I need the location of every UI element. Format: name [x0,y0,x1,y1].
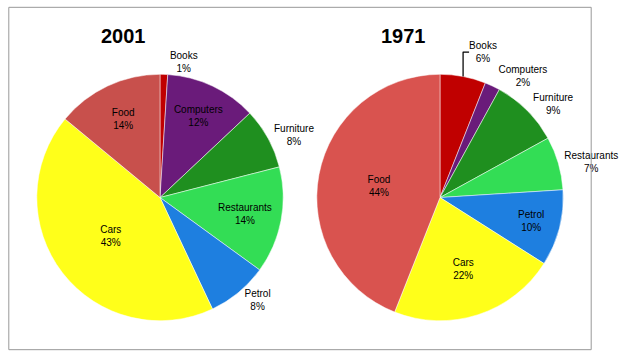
svg-text:Cars43%: Cars43% [100,224,121,248]
svg-text:Books6%: Books6% [469,40,497,64]
svg-text:Computers12%: Computers12% [174,104,223,128]
svg-text:Furniture9%: Furniture9% [533,92,573,116]
svg-text:Petrol8%: Petrol8% [245,288,271,312]
svg-text:Food14%: Food14% [112,107,135,131]
svg-text:Petrol10%: Petrol10% [518,209,544,233]
svg-text:Restaurants14%: Restaurants14% [218,202,272,226]
svg-text:Food44%: Food44% [368,174,391,198]
svg-text:Restaurants7%: Restaurants7% [564,150,618,174]
svg-text:Computers2%: Computers2% [498,64,547,88]
svg-text:1971: 1971 [381,25,426,47]
svg-text:2001: 2001 [101,25,146,47]
svg-text:Books1%: Books1% [170,50,198,74]
svg-text:Cars22%: Cars22% [453,257,474,281]
svg-text:Furniture8%: Furniture8% [274,123,314,147]
